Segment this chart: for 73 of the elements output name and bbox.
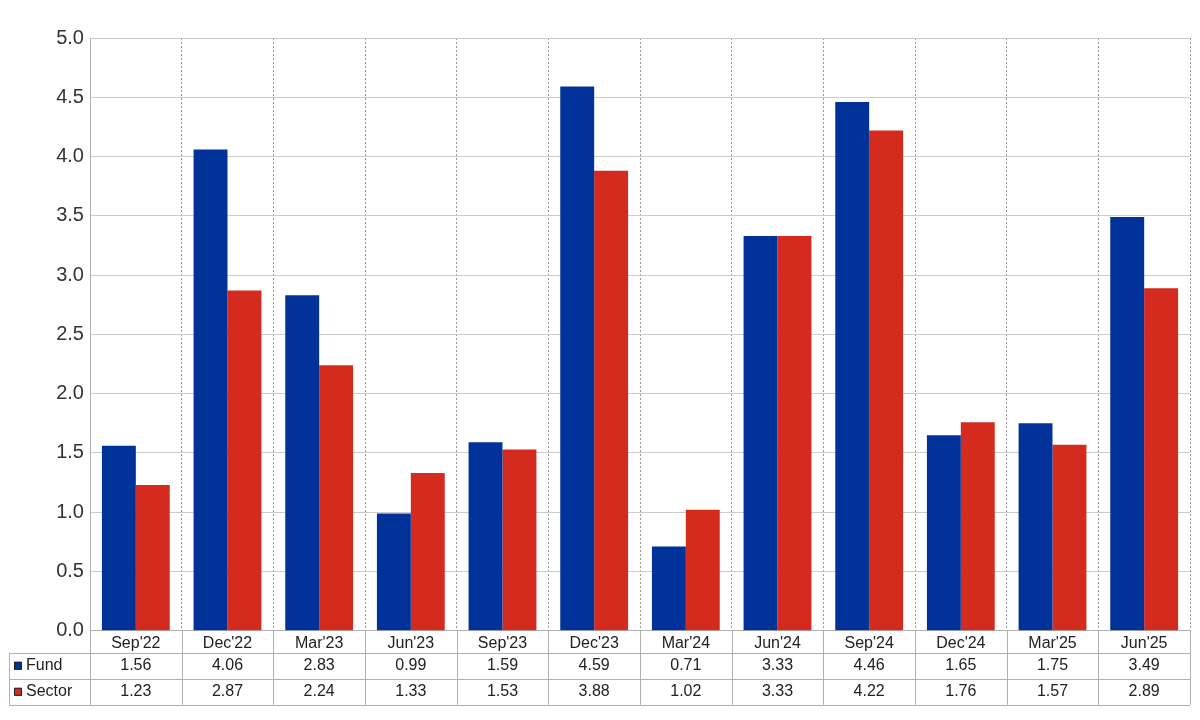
bar (835, 102, 870, 631)
data-label: 3.33 (761, 656, 794, 674)
x-tick-label: Jun'24 (754, 633, 801, 651)
data-label: 1.56 (120, 656, 152, 674)
data-label: 1.75 (1036, 656, 1069, 674)
bar (777, 236, 812, 631)
y-tick-label: 5.0 (56, 25, 84, 48)
data-label: 4.22 (853, 682, 885, 700)
data-label: 1.53 (486, 682, 519, 700)
bar (285, 295, 320, 631)
y-tick-label: 2.0 (56, 381, 84, 404)
y-tick-label: 1.0 (56, 499, 84, 522)
data-label: 1.02 (670, 682, 702, 700)
bar (502, 449, 537, 631)
x-tick-label: Sep'22 (111, 633, 161, 651)
x-tick-label: Mar'25 (1028, 633, 1077, 651)
data-label: 3.88 (578, 682, 610, 700)
bar (1052, 444, 1087, 631)
x-tick-label: Sep'23 (477, 633, 528, 651)
y-tick-label: 4.0 (56, 144, 84, 167)
bar (685, 509, 720, 631)
data-label: 0.71 (670, 656, 702, 674)
x-tick-label: Jun'25 (1120, 633, 1168, 651)
y-tick-label: 3.0 (56, 262, 84, 285)
data-label: 4.46 (853, 656, 885, 674)
bar (1144, 288, 1179, 631)
data-label: 1.65 (945, 656, 977, 674)
data-label: 3.49 (1128, 656, 1160, 674)
bar (651, 546, 686, 631)
data-label: 2.89 (1128, 682, 1160, 700)
x-tick-label: Jun'23 (387, 633, 435, 651)
y-tick-label: 0.5 (56, 559, 84, 582)
data-label: 1.33 (395, 682, 427, 700)
bar (193, 149, 228, 631)
bar (1110, 217, 1145, 631)
bar (869, 130, 904, 631)
bar (468, 442, 503, 631)
data-label: 1.23 (120, 682, 152, 700)
bar (410, 473, 445, 631)
y-tick-label: 4.5 (56, 84, 84, 107)
bar (560, 86, 595, 631)
y-tick-label: 1.5 (56, 440, 84, 463)
data-label: 4.59 (578, 656, 610, 674)
x-tick-label: Mar'24 (661, 633, 711, 651)
bar (135, 484, 170, 631)
data-label: 2.24 (303, 682, 335, 700)
x-tick-label: Mar'23 (294, 633, 344, 651)
bar (960, 422, 995, 631)
bar (743, 236, 778, 631)
x-tick-label: Dec'23 (569, 633, 619, 651)
y-tick-label: 2.5 (56, 321, 84, 344)
x-tick-label: Dec'22 (202, 633, 253, 651)
data-label: 1.59 (486, 656, 519, 674)
legend-label: Fund (26, 656, 63, 674)
y-tick-label: 0.0 (56, 618, 84, 641)
bar (101, 445, 136, 631)
y-tick-label: 3.5 (56, 203, 84, 226)
data-label: 3.33 (761, 682, 794, 700)
data-label: 1.76 (945, 682, 977, 700)
x-tick-label: Sep'24 (844, 633, 894, 651)
x-tick-label: Dec'24 (936, 633, 986, 651)
bar (926, 435, 961, 631)
data-label: 2.87 (211, 682, 244, 700)
data-label: 0.99 (395, 656, 427, 674)
bar (594, 170, 629, 631)
legend-label: Sector (26, 682, 73, 700)
data-label: 4.06 (211, 656, 244, 674)
bar (227, 290, 262, 631)
bar (376, 513, 411, 631)
data-label: 2.83 (303, 656, 335, 674)
data-label: 1.57 (1036, 682, 1069, 700)
bar (319, 365, 354, 631)
bar (1018, 423, 1053, 631)
